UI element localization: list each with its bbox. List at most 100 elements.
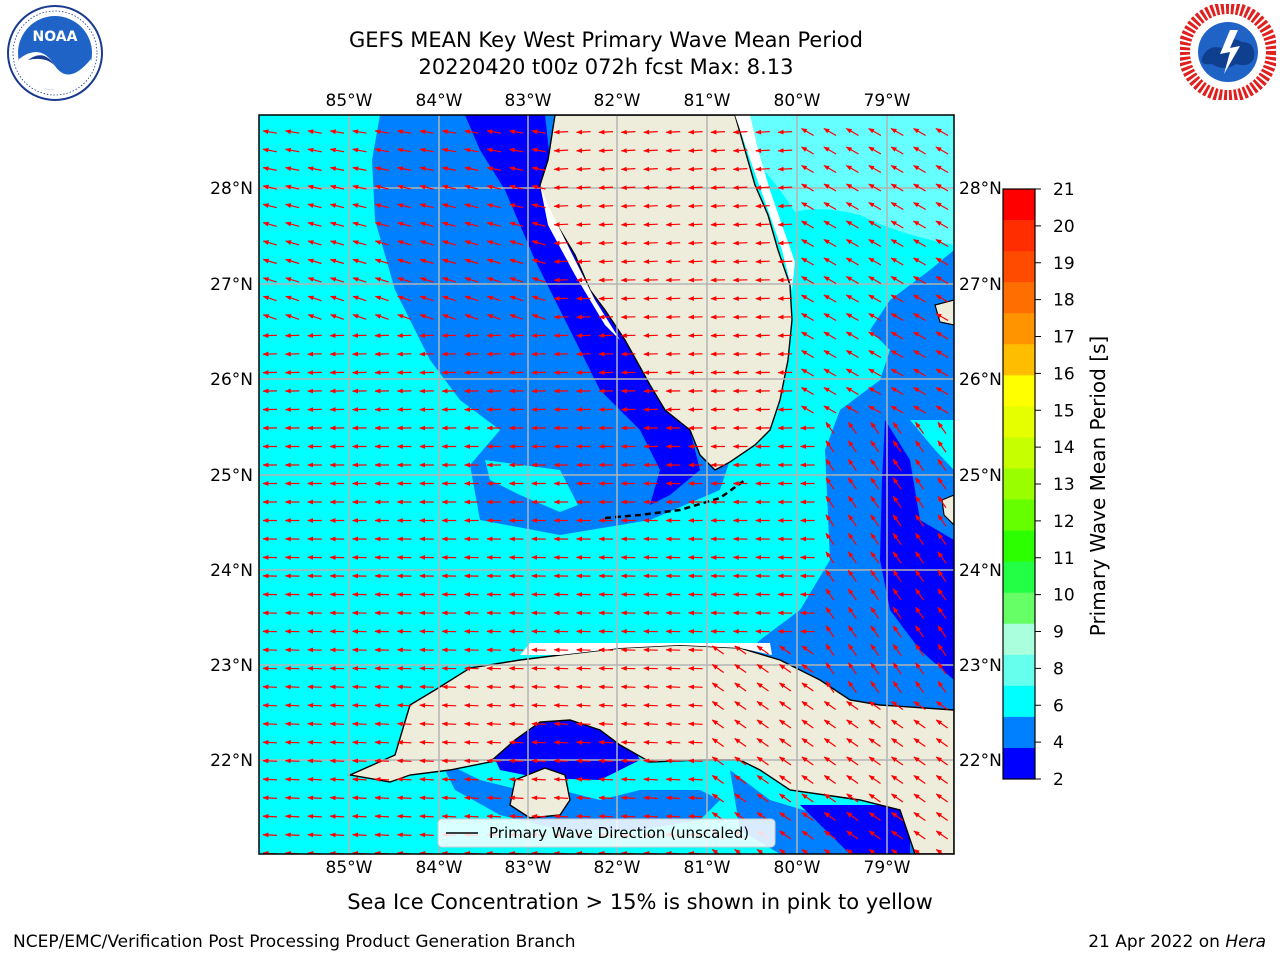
wave-arrow — [419, 129, 434, 135]
legend-text: Primary Wave Direction (unscaled) — [489, 824, 749, 842]
wave-arrow — [464, 740, 479, 745]
wave-arrow — [823, 738, 837, 747]
wave-arrow — [598, 740, 614, 745]
lon-label: 85°W — [326, 91, 373, 111]
wave-arrow — [823, 349, 837, 359]
wave-arrow — [935, 405, 949, 414]
colorbar-tick-label: 21 — [1053, 180, 1075, 200]
wave-arrow — [486, 240, 501, 246]
wave-arrow — [777, 259, 793, 264]
wave-arrow — [890, 405, 904, 414]
wave-arrow — [868, 275, 882, 285]
wave-arrow — [643, 259, 658, 264]
colorbar-tick-label: 12 — [1053, 512, 1075, 532]
wave-arrow — [441, 684, 457, 690]
wave-arrow — [620, 222, 636, 227]
wave-arrow — [508, 740, 524, 745]
wave-arrow — [262, 203, 277, 209]
wave-arrow — [531, 147, 546, 153]
wave-arrow — [870, 495, 880, 509]
wave-arrow — [307, 221, 322, 227]
wave-arrow — [935, 238, 949, 248]
wave-arrow — [935, 793, 949, 803]
wave-arrow — [464, 758, 479, 764]
wave-arrow — [845, 257, 859, 266]
wave-arrow — [870, 514, 880, 527]
wave-arrow — [710, 185, 726, 190]
wave-arrow — [845, 294, 859, 303]
wave-arrow — [915, 440, 925, 453]
wave-arrow — [915, 514, 925, 527]
wave-arrow — [913, 812, 926, 821]
noaa-logo-text: NOAA — [33, 29, 78, 45]
wave-arrow — [396, 777, 412, 782]
wave-arrow — [779, 682, 792, 692]
wave-arrow — [688, 129, 703, 135]
wave-arrow — [688, 684, 703, 690]
wave-arrow — [419, 684, 434, 690]
wave-arrow — [374, 740, 390, 745]
wave-arrow — [892, 477, 902, 490]
wave-arrow — [845, 164, 859, 174]
wave-arrow — [823, 201, 837, 211]
colorbar-tick-label: 4 — [1053, 733, 1064, 753]
wave-arrow — [352, 166, 367, 172]
wave-arrow — [374, 684, 390, 690]
colorbar-tick-label: 15 — [1053, 401, 1075, 421]
wave-arrow — [825, 477, 835, 490]
wave-arrow — [892, 662, 902, 675]
wave-arrow — [890, 127, 904, 137]
wave-arrow — [486, 795, 502, 801]
wave-arrow — [374, 147, 390, 153]
wave-arrow — [329, 203, 345, 209]
wave-arrow — [779, 719, 792, 729]
wave-arrow — [823, 257, 837, 266]
wave-arrow — [307, 147, 322, 153]
wave-arrow — [800, 312, 814, 322]
wave-arrow — [688, 185, 703, 190]
wave-arrow — [531, 721, 546, 727]
wave-arrow — [396, 129, 412, 135]
wave-arrow — [847, 680, 857, 694]
wave-arrow — [352, 703, 367, 708]
wave-arrow — [643, 148, 658, 153]
wave-arrow — [486, 721, 502, 727]
wave-arrow — [711, 719, 725, 729]
wave-arrow — [464, 295, 479, 302]
wave-arrow — [598, 684, 614, 690]
wave-arrow — [711, 664, 725, 673]
wave-arrow — [598, 203, 614, 209]
wave-arrow — [710, 129, 726, 135]
wave-arrow — [285, 295, 300, 302]
wave-arrow — [755, 129, 770, 135]
wave-arrow — [419, 240, 434, 246]
colorbar-tick-label: 10 — [1053, 586, 1075, 606]
wave-arrow — [845, 146, 859, 155]
wave-arrow — [801, 719, 814, 729]
wave-arrow — [262, 703, 278, 708]
wave-arrow — [913, 738, 926, 747]
wave-arrow — [397, 295, 412, 302]
wave-arrow — [823, 405, 837, 414]
wave-arrow — [307, 314, 322, 320]
wave-arrow — [891, 701, 904, 710]
wave-arrow — [845, 312, 859, 322]
wave-arrow — [262, 258, 277, 265]
wave-arrow — [486, 258, 501, 265]
wave-arrow — [847, 569, 857, 583]
wave-arrow — [870, 680, 880, 694]
wave-arrow — [419, 703, 434, 708]
wave-arrow — [284, 777, 300, 782]
wave-arrow — [845, 238, 859, 248]
right-latitude-labels: 28°N 27°N 26°N 25°N 24°N 23°N 22°N — [959, 179, 1002, 771]
wave-arrow — [464, 147, 479, 153]
wave-arrow — [845, 386, 859, 396]
wave-arrow — [620, 795, 636, 801]
wave-arrow — [307, 740, 322, 745]
wave-arrow — [912, 275, 926, 285]
wave-arrow — [890, 201, 904, 211]
wave-arrow — [937, 569, 947, 583]
wave-arrow — [912, 331, 926, 340]
colorbar-segment — [1003, 530, 1035, 563]
wave-arrow — [870, 551, 880, 564]
